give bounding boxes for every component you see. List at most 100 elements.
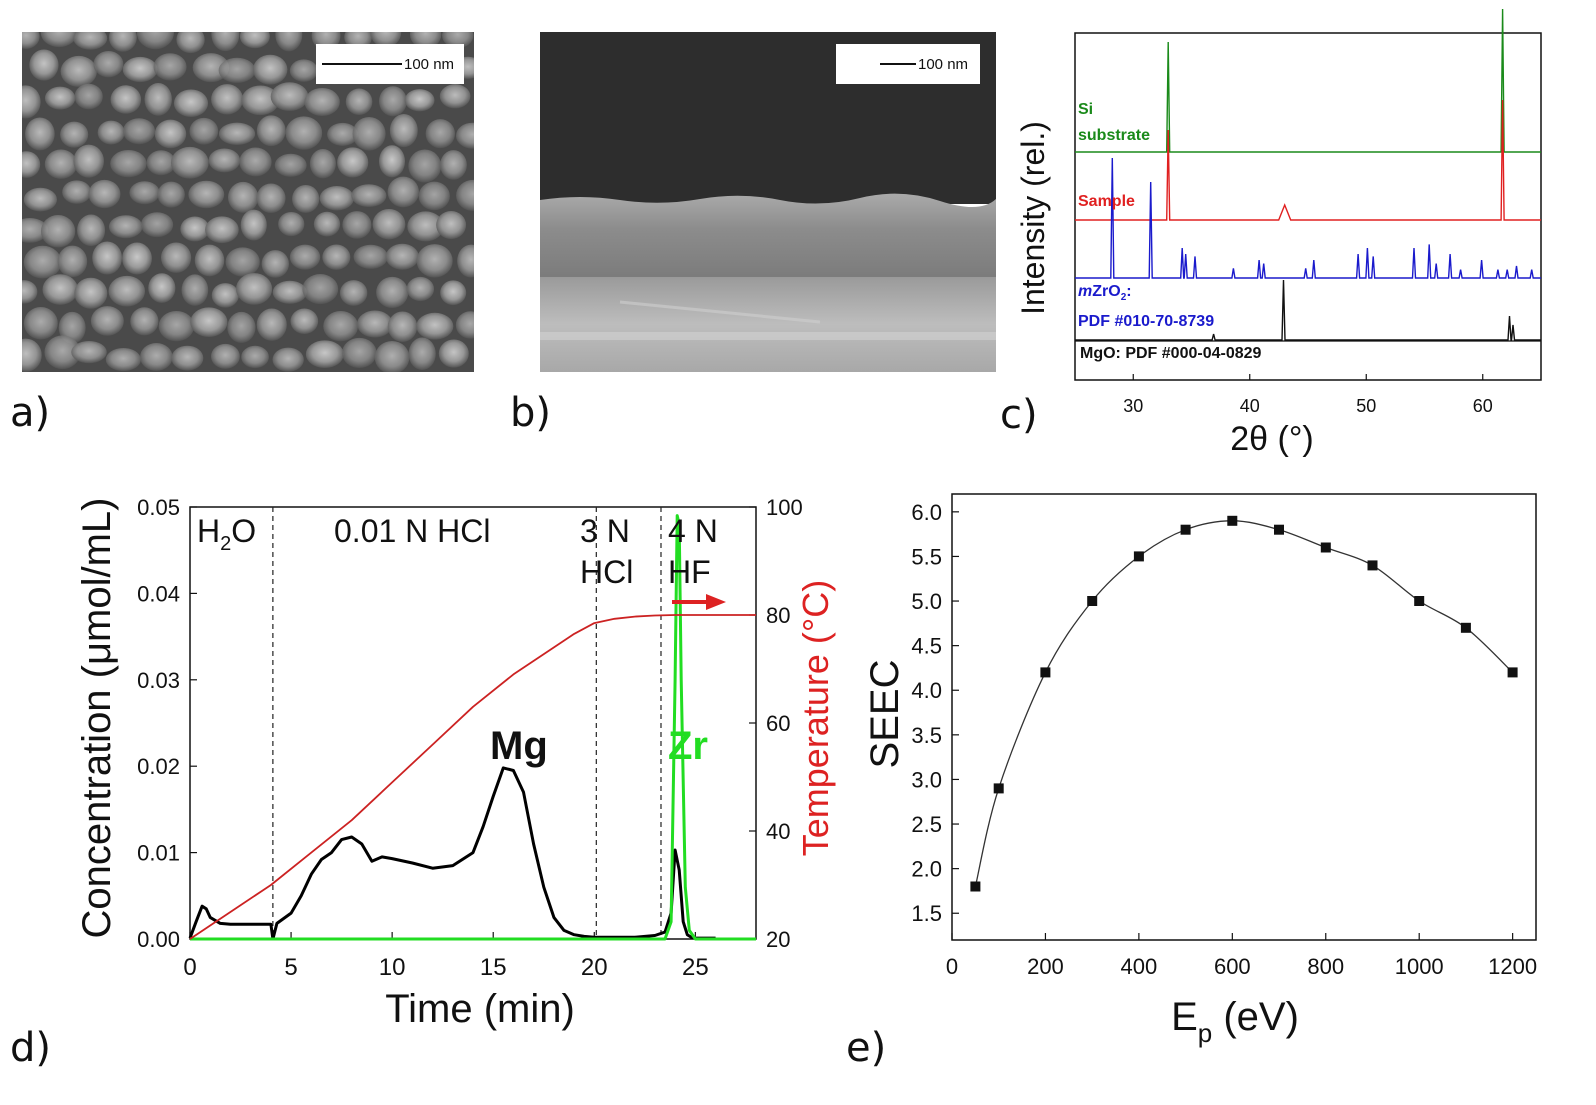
- e-ytick-label: 5.5: [911, 544, 942, 569]
- grain: [108, 275, 146, 307]
- grain: [140, 212, 174, 238]
- grain: [387, 311, 418, 342]
- grain: [285, 116, 323, 150]
- grain: [270, 82, 309, 111]
- region-hcl-001: 0.01 N HCl: [334, 513, 491, 549]
- panel-c: 30 40 50 60 Intensity (rel.) 2θ (°) Si subs…: [1000, 0, 1596, 470]
- grain: [389, 114, 418, 148]
- grain: [289, 244, 321, 270]
- e-data-point: [1180, 524, 1191, 535]
- grain: [144, 82, 172, 116]
- grain: [387, 176, 419, 208]
- grain: [22, 218, 49, 243]
- region-hcl-3n-line1: 3 N: [580, 513, 630, 549]
- e-xtick-label: 400: [1121, 954, 1158, 979]
- xrd-trace-1: [1075, 99, 1541, 221]
- grain: [319, 186, 354, 211]
- e-data-point: [1040, 667, 1051, 678]
- xrd-trace-0: [1075, 8, 1541, 153]
- grain: [370, 32, 402, 48]
- e-ytick-label: 2.0: [911, 857, 942, 882]
- grain: [205, 216, 239, 244]
- grain: [211, 343, 240, 369]
- xrd-xtick-label: 60: [1473, 396, 1493, 416]
- scale-bar-b: 100 nm: [836, 44, 980, 84]
- d-series-temperature: [189, 614, 756, 940]
- grain: [62, 180, 92, 204]
- grain: [208, 148, 241, 173]
- grain: [241, 345, 269, 369]
- xrd-plot-frame: [1074, 32, 1542, 381]
- panel-label-c: c): [1000, 392, 1038, 438]
- grain: [456, 122, 474, 149]
- e-data-point: [1087, 596, 1098, 606]
- e-xtick-label: 200: [1027, 954, 1064, 979]
- panel-d: 0 5 10 15 20 25 0.00 0.01 0.02 0.03 0.04 0.05 20 40 60…: [0, 455, 860, 1100]
- e-data-point: [1320, 542, 1331, 553]
- grain: [130, 307, 159, 336]
- sem-image-cross-section: [540, 32, 996, 372]
- dissolution-chart: 0 5 10 15 20 25 0.00 0.01 0.02 0.03 0.04 0.05 20 40 60…: [75, 495, 836, 1031]
- grain: [323, 311, 359, 342]
- sem-image-top-view: [22, 32, 474, 372]
- legend-sample: Sample: [1078, 193, 1135, 210]
- grain: [275, 32, 303, 52]
- grain: [353, 244, 388, 269]
- grain: [239, 32, 270, 49]
- grain: [171, 345, 204, 371]
- panel-b: 100 nm b): [500, 0, 1000, 440]
- e-ytick-label: 4.5: [911, 634, 942, 659]
- d-xtick-label: 10: [379, 954, 406, 981]
- e-data-point: [1460, 622, 1471, 633]
- grain: [97, 120, 125, 145]
- grain: [148, 273, 176, 303]
- grain: [176, 32, 205, 54]
- e-fit-curve: [974, 520, 1514, 887]
- xrd-trace-2: [1075, 157, 1541, 279]
- xrd-trace-3: [1075, 279, 1541, 341]
- grain: [60, 55, 97, 87]
- scale-label-a: 100 nm: [404, 55, 455, 73]
- grain: [122, 56, 158, 83]
- panel-e: 0 200 400 600 800 1000 1200 1.5 2.0 2.5 3.0 3.5 4.0 4…: [846, 470, 1596, 1100]
- grain: [378, 86, 407, 117]
- grain: [129, 181, 160, 205]
- e-ytick-label: 6.0: [911, 500, 942, 525]
- grain: [407, 211, 444, 242]
- legend-mgo: MgO: PDF #000-04-0829: [1080, 345, 1262, 362]
- grain: [29, 49, 59, 81]
- xrd-xlabel: 2θ (°): [1230, 420, 1314, 458]
- d-y2tick-label: 100: [766, 495, 803, 520]
- grain: [438, 339, 469, 368]
- grain: [261, 250, 289, 278]
- grain: [44, 335, 81, 370]
- grain: [188, 180, 225, 209]
- grain: [74, 277, 108, 309]
- grain: [153, 53, 187, 81]
- grain: [253, 54, 288, 85]
- grain: [25, 117, 55, 151]
- e-ylabel: SEEC: [863, 660, 907, 769]
- grain: [416, 244, 453, 278]
- grain: [374, 340, 410, 372]
- grain: [122, 118, 156, 145]
- grain: [23, 187, 57, 212]
- legend-zro2: mZrO2:: [1078, 283, 1132, 303]
- grain: [225, 247, 260, 277]
- panel-label-a: a): [10, 390, 51, 436]
- e-xtick-label: 1000: [1395, 954, 1444, 979]
- xrd-xtick-label: 40: [1240, 396, 1260, 416]
- panel-label-b: b): [510, 390, 551, 436]
- grain: [108, 215, 143, 239]
- grain: [352, 117, 386, 151]
- e-data-point: [1227, 515, 1238, 526]
- grain: [439, 84, 471, 109]
- grain: [256, 115, 286, 147]
- grain: [71, 340, 107, 364]
- legend-si-line2: substrate: [1078, 127, 1150, 144]
- e-plot-frame: [951, 493, 1537, 941]
- grain: [90, 306, 124, 336]
- grain: [436, 211, 467, 240]
- legend-zro2-pdf: PDF #010-70-8739: [1078, 313, 1214, 330]
- grain: [304, 87, 340, 117]
